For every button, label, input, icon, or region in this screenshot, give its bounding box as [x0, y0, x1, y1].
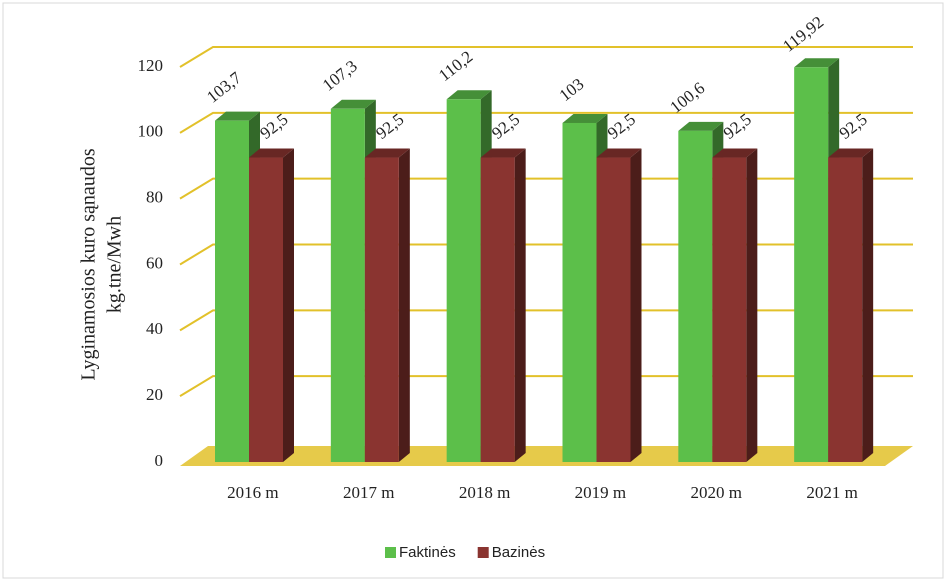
bar [446, 99, 481, 462]
x-tick-label: 2016 m [227, 483, 278, 502]
x-tick-label: 2020 m [691, 483, 742, 502]
y-tick-label: 0 [155, 451, 164, 470]
bar-side [398, 148, 410, 463]
x-tick-label: 2018 m [459, 483, 510, 502]
bar-side [283, 148, 294, 463]
y-tick-label: 120 [138, 56, 164, 75]
bar [596, 157, 631, 463]
bar [330, 108, 365, 462]
y-axis-label: kg.tne/Mwh [104, 216, 126, 313]
bar-side [630, 148, 642, 463]
bar [678, 130, 713, 462]
bar [215, 120, 249, 462]
bar-top [446, 90, 492, 100]
bar [562, 122, 597, 462]
legend-swatch [477, 547, 489, 558]
bar-top [249, 148, 294, 158]
bar-top [678, 121, 724, 131]
legend-label: Bazinės [492, 544, 545, 561]
y-tick-label: 60 [146, 253, 163, 272]
x-tick-label: 2021 m [806, 483, 857, 502]
legend-swatch [385, 547, 396, 558]
y-axis-label: Lyginamosios kuro sąnaudos [78, 148, 100, 380]
x-tick-label: 2017 m [343, 483, 394, 502]
bar [794, 67, 829, 462]
bar [364, 157, 399, 463]
grid-line [179, 111, 913, 134]
bar-top [364, 148, 410, 158]
bar-side [746, 148, 758, 463]
bar-top [562, 113, 608, 123]
y-tick-label: 40 [146, 319, 163, 338]
bar-top [712, 148, 758, 158]
bar [249, 157, 283, 463]
grid-line [179, 46, 913, 68]
bar-side [862, 148, 874, 463]
bar [712, 157, 747, 463]
x-tick-label: 2019 m [575, 483, 626, 502]
bar-top [596, 148, 642, 158]
y-tick-label: 80 [146, 188, 163, 207]
bar-top [215, 111, 260, 121]
y-tick-label: 20 [146, 385, 163, 404]
bar [828, 157, 863, 463]
legend-label: Faktinės [399, 544, 456, 561]
bar [480, 157, 515, 463]
bar-top [794, 58, 840, 68]
y-tick-label: 100 [138, 122, 164, 141]
bar-top [480, 148, 526, 158]
bar-side [514, 148, 526, 463]
bar-top [828, 148, 874, 158]
bar-top [330, 99, 376, 109]
